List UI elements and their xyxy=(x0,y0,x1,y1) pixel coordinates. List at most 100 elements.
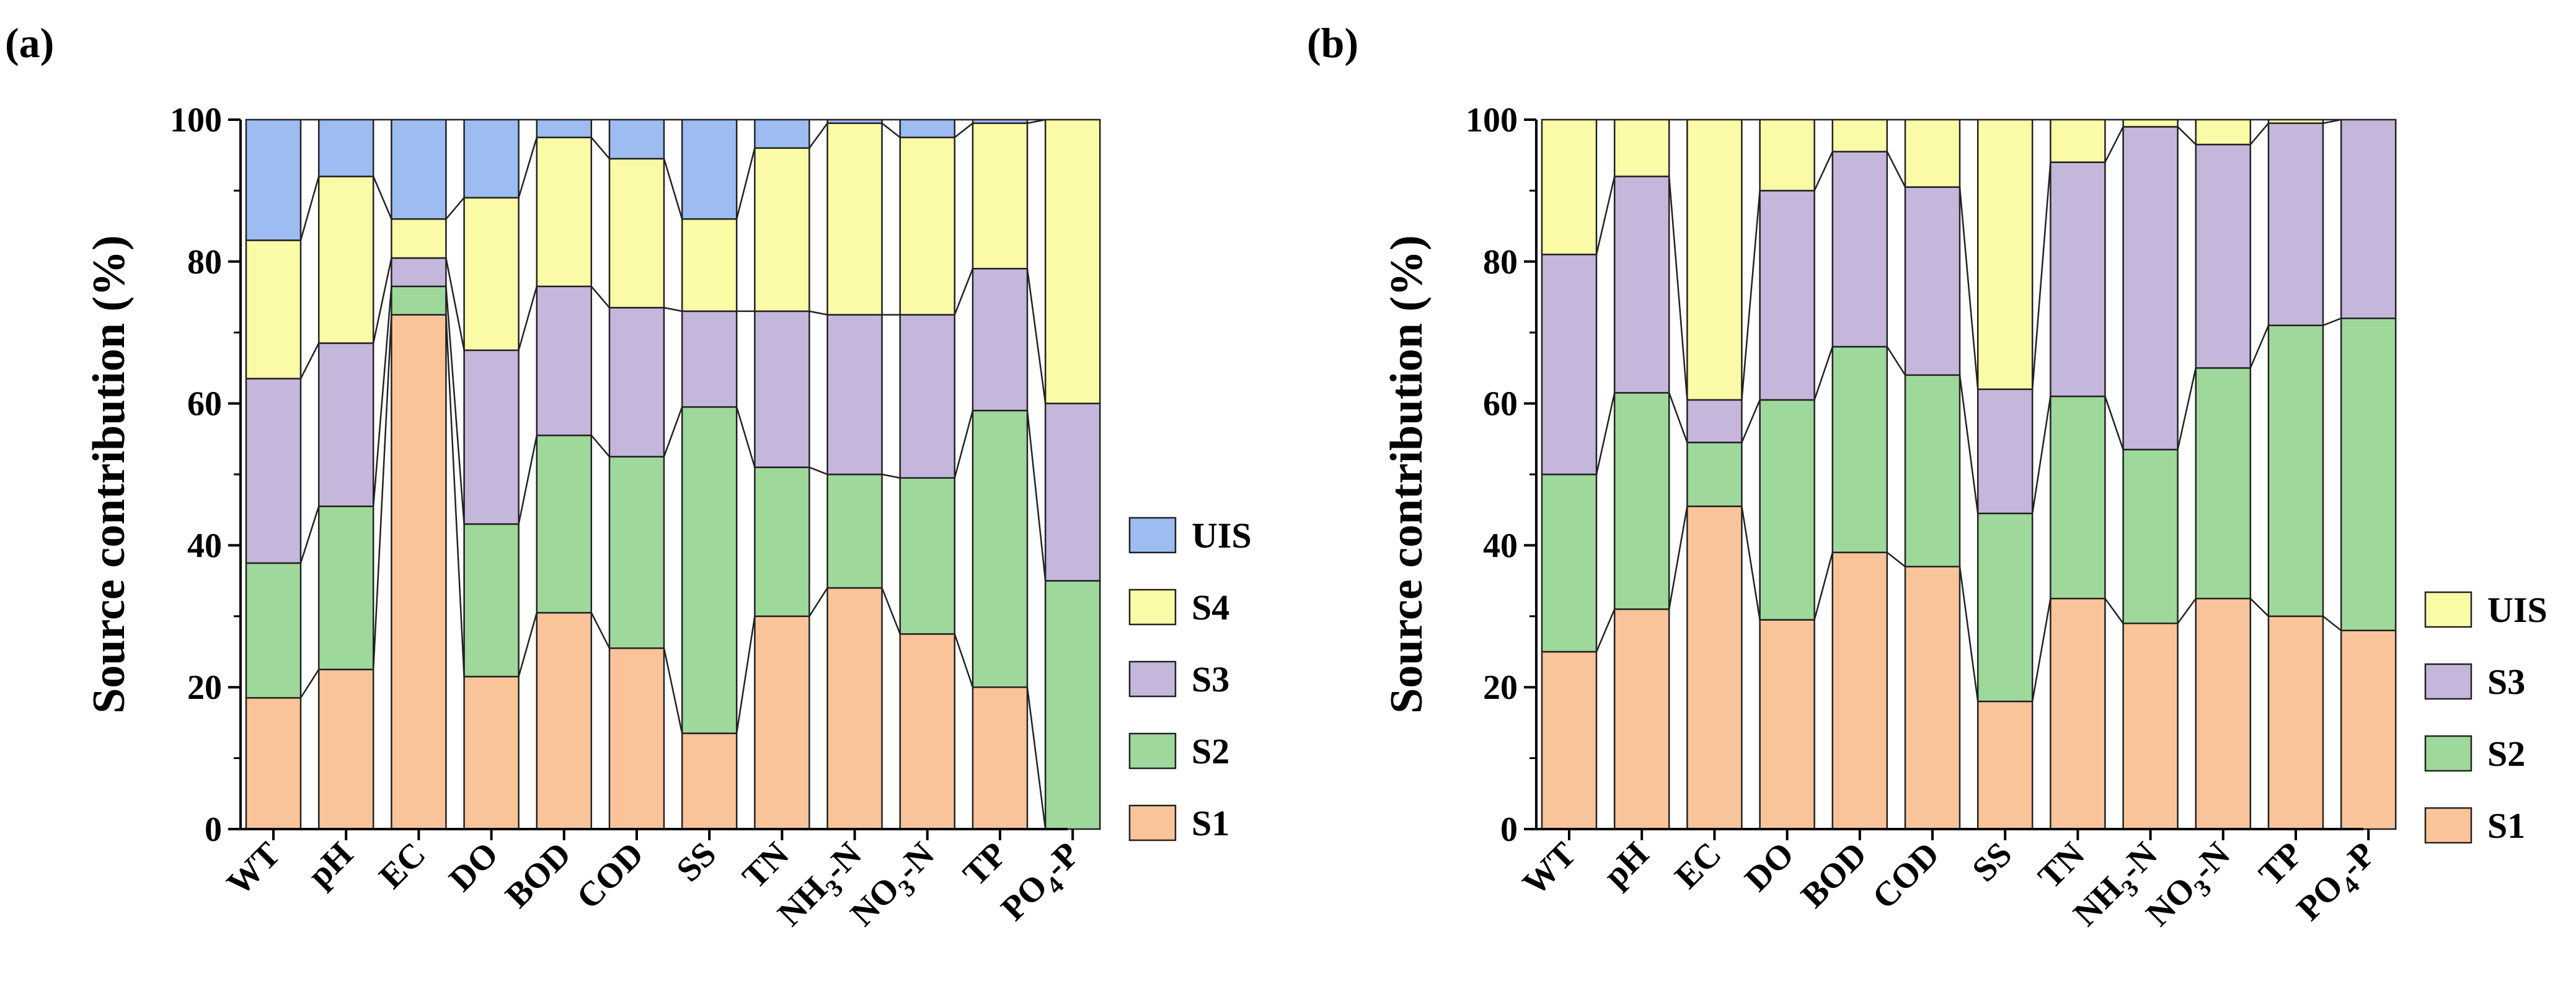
bar-segment-s2-nh xyxy=(826,473,883,589)
x-tick-label-ec: EC xyxy=(1668,835,1729,896)
bar-segment-s4-tp xyxy=(972,122,1029,270)
connector-line xyxy=(299,668,320,699)
connector-line xyxy=(1026,269,1047,404)
connector-line xyxy=(1959,566,1979,702)
y-tick-label: 0 xyxy=(1500,810,1518,849)
bar-segment-s3-tp xyxy=(2267,122,2324,327)
bar-segment-s2-po xyxy=(1044,580,1101,830)
connector-lines xyxy=(1595,118,2342,702)
bar-segment-s1-wt xyxy=(1541,650,1598,830)
x-tick-label-po: PO4-P xyxy=(994,835,1092,933)
y-tick-label: 80 xyxy=(187,243,222,282)
connector-line xyxy=(2249,325,2270,368)
bar-segment-s1-tp xyxy=(2267,615,2324,830)
legend-swatch-s2 xyxy=(2424,735,2472,772)
bar-segment-uis-no xyxy=(2195,118,2252,146)
bar-segment-s4-wt xyxy=(245,239,302,380)
x-tick-label-base: EC xyxy=(372,835,433,896)
x-tick-label-tn: TN xyxy=(2031,835,2092,896)
connector-line xyxy=(445,197,465,220)
bar-segment-s2-ph xyxy=(1613,392,1670,610)
connector-line xyxy=(1813,346,1833,401)
connector-line xyxy=(735,616,756,734)
connector-line xyxy=(663,406,683,457)
connector-line xyxy=(2249,122,2269,145)
connector-line xyxy=(954,633,974,688)
x-tick-label-cod: COD xyxy=(1865,835,1947,917)
bar-segment-s1-po xyxy=(2340,629,2397,830)
connector-line xyxy=(954,122,973,138)
bar-segment-s1-cod xyxy=(608,647,665,830)
connector-line xyxy=(2177,598,2197,624)
legend-swatch-uis xyxy=(1128,517,1177,554)
legend-swatch-s1 xyxy=(2424,807,2472,844)
x-tick-label-bod: BOD xyxy=(498,835,578,915)
panel-label: (a) xyxy=(5,19,54,66)
legend-swatch-s2 xyxy=(1128,732,1177,770)
connector-line xyxy=(736,406,756,468)
connector-line xyxy=(1668,176,1688,400)
connector-line xyxy=(2104,396,2124,450)
connector-line xyxy=(663,306,683,313)
bar-segment-uis-wt xyxy=(1541,118,1598,255)
connector-line xyxy=(590,286,610,308)
bar-segment-s1-ss xyxy=(681,732,738,830)
bar-segment-s3-ph xyxy=(1613,175,1670,394)
bar-segment-s1-cod xyxy=(1904,566,1961,830)
connector-line xyxy=(2104,126,2124,163)
legend-label-s2: S2 xyxy=(1192,731,1229,771)
connector-line xyxy=(1959,375,1979,514)
bar-segment-uis-do xyxy=(463,118,520,199)
bar-segment-uis-tp xyxy=(2267,118,2324,124)
bar-segment-s2-no xyxy=(2195,367,2252,600)
connector-line xyxy=(808,466,828,476)
x-tick-label-do: DO xyxy=(442,835,506,899)
x-tick-label-ss: SS xyxy=(1965,835,2020,889)
connector-line xyxy=(954,268,974,316)
legend-swatch-uis xyxy=(2424,591,2472,628)
bar-segment-s2-wt xyxy=(1541,473,1598,653)
y-axis-title: Source contribution (%) xyxy=(84,235,135,714)
bar-segment-s2-bod xyxy=(536,434,593,614)
bar-segment-s2-wt xyxy=(245,562,302,699)
connector-line xyxy=(881,122,901,138)
bar-segment-s1-wt xyxy=(245,697,302,830)
connector-line xyxy=(1741,399,1761,443)
x-tick-label-base: WT xyxy=(1515,835,1583,903)
bar-segment-s3-no xyxy=(899,314,956,479)
panel-a: (a) Source contribution (%) 0 20 40 60 80 100 WT… xyxy=(5,19,1252,934)
y-tick-label: 60 xyxy=(187,385,222,424)
bar-segment-s3-ec xyxy=(1686,399,1743,443)
bar-segment-s4-nh xyxy=(826,122,883,316)
bar-segment-s2-bod xyxy=(1831,345,1888,554)
bar-segment-s1-do xyxy=(463,675,520,830)
legend: UIS S4 S3 S2 S1 xyxy=(1128,515,1252,843)
bar-segment-s1-nh xyxy=(826,587,883,830)
x-tick-label-tp: TP xyxy=(2252,835,2310,893)
bar-segment-s2-ph xyxy=(317,505,374,670)
bar-segment-s3-ss xyxy=(681,310,738,408)
legend-swatch-s1 xyxy=(1128,804,1177,841)
bars xyxy=(245,118,1101,830)
legend-label-s3: S3 xyxy=(2487,662,2525,702)
connector-line xyxy=(372,314,392,670)
bar-segment-uis-bod xyxy=(536,118,593,138)
connector-line xyxy=(1595,393,1616,475)
legend: UIS S3 S2 S1 xyxy=(2424,590,2547,846)
bar-segment-s3-bod xyxy=(536,285,593,437)
x-tick-label-ss: SS xyxy=(670,835,724,889)
y-tick-label: 20 xyxy=(187,668,222,707)
bar-segment-s3-po xyxy=(1044,402,1101,582)
connector-line xyxy=(2031,598,2052,702)
connector-line xyxy=(590,435,610,458)
bar-segment-s3-wt xyxy=(1541,254,1598,476)
bar-segment-s2-tp xyxy=(972,409,1029,688)
bar-segment-s1-bod xyxy=(1831,551,1888,830)
bar-segment-s2-cod xyxy=(608,456,665,649)
x-tick-label-base: pH xyxy=(1596,835,1657,895)
connector-line xyxy=(2104,598,2124,624)
bar-segment-uis-no xyxy=(899,118,956,138)
bar-segment-s4-cod xyxy=(608,158,665,309)
connector-line xyxy=(808,587,828,617)
bar-segment-s4-po xyxy=(1044,118,1101,404)
